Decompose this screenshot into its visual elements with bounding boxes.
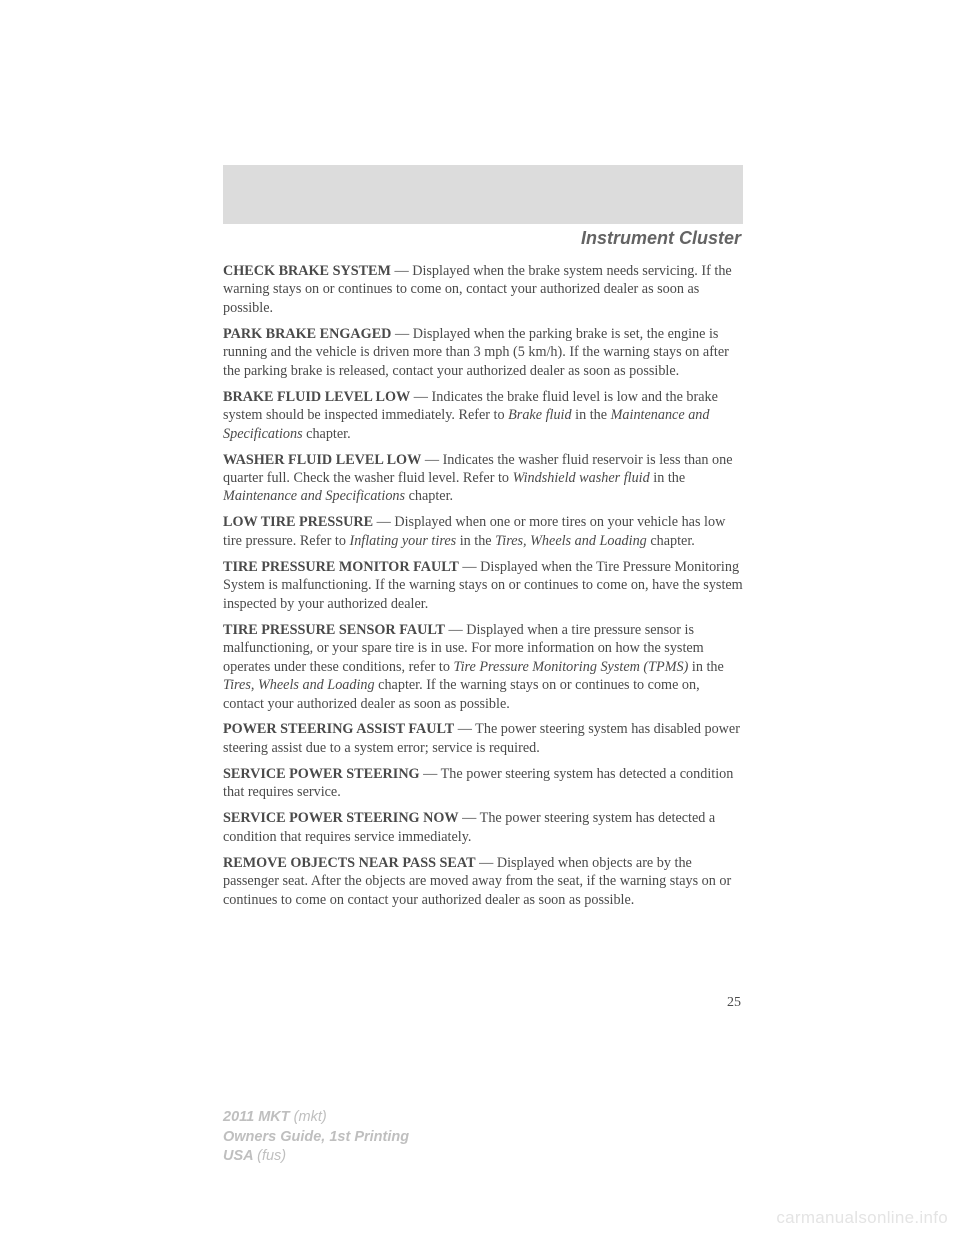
item-title: SERVICE POWER STEERING: [223, 766, 420, 782]
footer-block: 2011 MKT (mkt) Owners Guide, 1st Printin…: [223, 1108, 409, 1167]
item-remove-objects: REMOVE OBJECTS NEAR PASS SEAT — Displaye…: [223, 854, 743, 909]
item-service-steering-now: SERVICE POWER STEERING NOW — The power s…: [223, 809, 743, 846]
item-ref1: Tire Pressure Monitoring System (TPMS): [453, 659, 688, 675]
item-ref2: Tires, Wheels and Loading: [495, 533, 647, 549]
item-service-steering: SERVICE POWER STEERING — The power steer…: [223, 765, 743, 802]
item-check-brake: CHECK BRAKE SYSTEM — Displayed when the …: [223, 262, 743, 317]
item-washer-fluid: WASHER FLUID LEVEL LOW — Indicates the w…: [223, 451, 743, 506]
item-ref2: Tires, Wheels and Loading: [223, 677, 375, 693]
item-title: BRAKE FLUID LEVEL LOW: [223, 389, 410, 405]
footer-region: USA: [223, 1148, 257, 1164]
item-post: chapter.: [303, 426, 351, 442]
item-title: TIRE PRESSURE SENSOR FAULT: [223, 622, 445, 638]
footer-line-2: Owners Guide, 1st Printing: [223, 1128, 409, 1148]
watermark-text: carmanualsonline.info: [776, 1208, 948, 1228]
manual-page: Instrument Cluster CHECK BRAKE SYSTEM — …: [0, 0, 960, 1242]
item-power-steering-fault: POWER STEERING ASSIST FAULT — The power …: [223, 720, 743, 757]
item-ref1: Windshield washer fluid: [513, 470, 650, 486]
footer-code: (mkt): [294, 1109, 327, 1125]
item-title: CHECK BRAKE SYSTEM: [223, 263, 391, 279]
item-mid: in the: [456, 533, 495, 549]
page-number: 25: [727, 995, 741, 1011]
item-mid: in the: [650, 470, 685, 486]
section-title: Instrument Cluster: [581, 228, 741, 249]
item-title: PARK BRAKE ENGAGED: [223, 326, 391, 342]
header-gray-box: [223, 165, 743, 224]
item-post: chapter.: [405, 488, 453, 504]
item-title: WASHER FLUID LEVEL LOW: [223, 452, 421, 468]
footer-line-1: 2011 MKT (mkt): [223, 1108, 409, 1128]
item-tpms-fault: TIRE PRESSURE MONITOR FAULT — Displayed …: [223, 558, 743, 613]
item-brake-fluid: BRAKE FLUID LEVEL LOW — Indicates the br…: [223, 388, 743, 443]
footer-line-3: USA (fus): [223, 1147, 409, 1167]
item-title: TIRE PRESSURE MONITOR FAULT: [223, 559, 459, 575]
item-park-brake: PARK BRAKE ENGAGED — Displayed when the …: [223, 325, 743, 380]
item-title: LOW TIRE PRESSURE: [223, 514, 373, 530]
footer-region-code: (fus): [257, 1148, 286, 1164]
item-title: POWER STEERING ASSIST FAULT: [223, 721, 454, 737]
body-content: CHECK BRAKE SYSTEM — Displayed when the …: [223, 262, 743, 917]
item-mid: in the: [688, 659, 723, 675]
item-ref1: Brake fluid: [508, 407, 571, 423]
item-low-tire: LOW TIRE PRESSURE — Displayed when one o…: [223, 513, 743, 550]
item-title: REMOVE OBJECTS NEAR PASS SEAT: [223, 855, 476, 871]
item-ref2: Maintenance and Specifications: [223, 488, 405, 504]
item-post: chapter.: [647, 533, 695, 549]
item-mid: in the: [572, 407, 611, 423]
item-sensor-fault: TIRE PRESSURE SENSOR FAULT — Displayed w…: [223, 621, 743, 713]
item-title: SERVICE POWER STEERING NOW: [223, 810, 459, 826]
footer-model: 2011 MKT: [223, 1109, 294, 1125]
item-ref1: Inflating your tires: [349, 533, 456, 549]
